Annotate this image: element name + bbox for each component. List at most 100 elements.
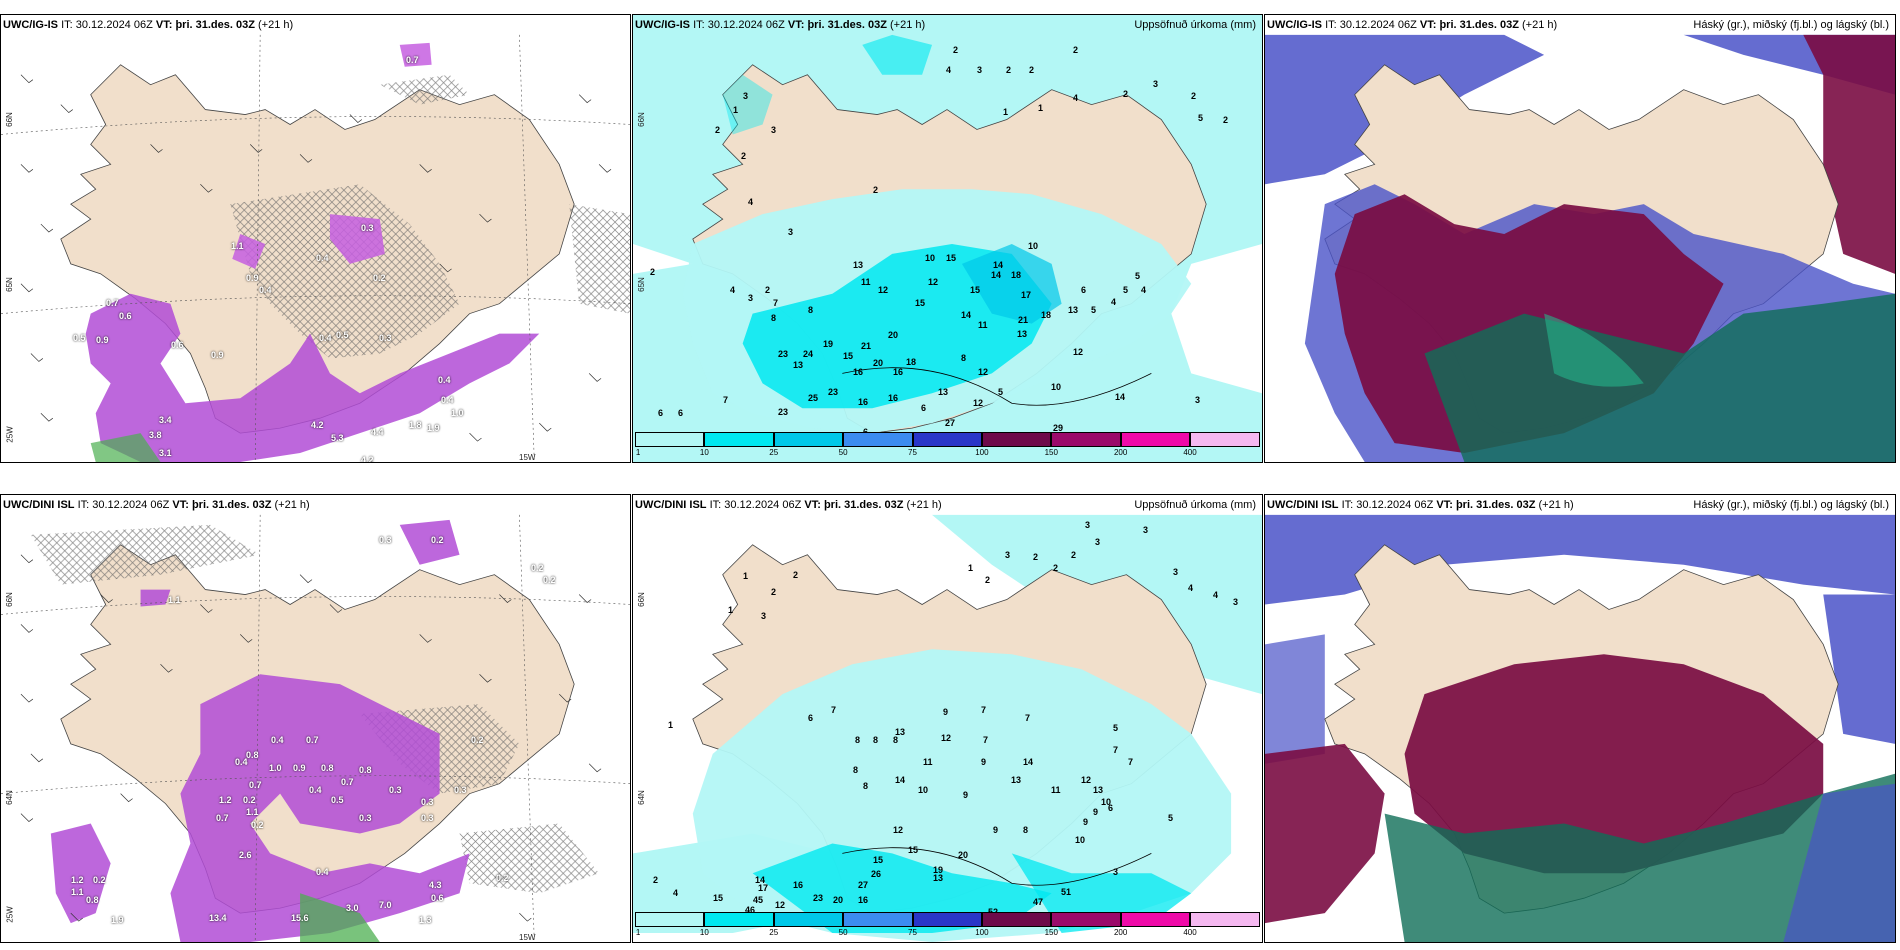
colorbar-segment xyxy=(981,432,1052,447)
precip-value: 11 xyxy=(1051,785,1061,795)
precip-value: 2 xyxy=(771,587,777,597)
precip-value: 2 xyxy=(650,267,656,277)
snow-value: 0.7 xyxy=(249,780,262,790)
snow-value: 1.2 xyxy=(219,795,232,805)
panel-header: UWC/IG-IS IT: 30.12.2024 06Z VT: þri. 31… xyxy=(3,19,294,31)
precip-value: 7 xyxy=(773,298,779,308)
precip-value: 14 xyxy=(895,775,906,785)
precip-value: 5 xyxy=(1168,813,1174,823)
panel-title: Uppsöfnuð úrkoma (mm) xyxy=(1134,19,1256,31)
precip-value: 12 xyxy=(878,285,889,295)
snow-value: 0.4 xyxy=(316,867,329,877)
cloud-map xyxy=(1265,15,1895,462)
precip-value: 5 xyxy=(1198,113,1204,123)
precip-value: 26 xyxy=(871,869,882,879)
precip-value: 5 xyxy=(998,387,1004,397)
colorbar-segment xyxy=(704,912,774,927)
colorbar-segment xyxy=(981,912,1052,927)
precip-value: 20 xyxy=(888,330,899,340)
precip-value: 2 xyxy=(1223,115,1229,125)
snow-value: 3.0 xyxy=(346,903,359,913)
precip-value: 8 xyxy=(873,735,879,745)
snow-value: 0.7 xyxy=(406,55,419,65)
precip-value: 16 xyxy=(793,880,804,890)
snow-value: 0.3 xyxy=(421,813,434,823)
precip-value: 3 xyxy=(771,125,777,135)
snow-value: 0.5 xyxy=(331,795,344,805)
snow-value: 0.5 xyxy=(73,333,86,343)
precip-value: 9 xyxy=(993,825,999,835)
precip-value: 16 xyxy=(888,393,899,403)
precip-value: 7 xyxy=(1113,745,1119,755)
precip-value: 20 xyxy=(873,358,884,368)
lat-label-66n: 66N xyxy=(636,112,646,127)
snow-value: 0.2 xyxy=(531,563,544,573)
colorbar-tick: 150 xyxy=(1044,448,1058,457)
snow-value: 3.1 xyxy=(159,448,172,458)
colorbar-segment xyxy=(773,912,844,927)
snow-value: 4.3 xyxy=(429,880,442,890)
precip-value: 16 xyxy=(853,367,864,377)
snow-value: 0.2 xyxy=(543,575,556,585)
precip-value: 10 xyxy=(1028,241,1039,251)
precip-value: 3 xyxy=(1195,395,1201,405)
precip-value: 4 xyxy=(1073,93,1079,103)
snow-value: 0.3 xyxy=(389,785,402,795)
precip-value: 8 xyxy=(893,735,899,745)
precip-value: 45 xyxy=(753,895,764,905)
panel-dini-isl-clouds: UWC/DINI ISL IT: 30.12.2024 06Z VT: þri.… xyxy=(1264,494,1896,943)
precip-colorbar: 1 10 25 50 75 100 150 200 400 xyxy=(635,432,1260,458)
precip-value: 14 xyxy=(755,875,766,885)
precip-value: 8 xyxy=(855,735,861,745)
colorbar-segment xyxy=(843,912,913,927)
precip-value: 7 xyxy=(1128,757,1134,767)
precip-value: 2 xyxy=(1073,45,1079,55)
precip-value: 3 xyxy=(1143,525,1149,535)
snow-value: 0.2 xyxy=(93,875,106,885)
panel-header: UWC/IG-IS IT: 30.12.2024 06Z VT: þri. 31… xyxy=(1267,19,1889,31)
colorbar-tick: 150 xyxy=(1044,928,1058,937)
snow-value: 0.2 xyxy=(471,735,484,745)
snow-value: 0.6 xyxy=(119,311,132,321)
precip-value: 4 xyxy=(1213,590,1219,600)
precip-value: 10 xyxy=(918,785,929,795)
snow-value: 0.7 xyxy=(106,298,119,308)
snow-value: 0.9 xyxy=(246,273,259,283)
precip-value: 7 xyxy=(981,705,987,715)
precip-value: 2 xyxy=(653,875,659,885)
precip-value: 20 xyxy=(958,850,969,860)
precip-value: 2 xyxy=(1033,552,1039,562)
precip-value: 9 xyxy=(981,757,987,767)
snow-value: 0.3 xyxy=(454,785,467,795)
snow-value: 0.3 xyxy=(361,223,374,233)
precip-value: 2 xyxy=(1071,550,1077,560)
snow-value: 0.6 xyxy=(171,340,184,350)
precip-value: 1 xyxy=(728,605,734,615)
snow-value: 0.5 xyxy=(336,330,349,340)
precip-value: 3 xyxy=(1173,567,1179,577)
snow-value: 1.1 xyxy=(71,887,84,897)
precip-value: 15 xyxy=(873,855,884,865)
precip-value: 15 xyxy=(915,298,926,308)
precip-value: 2 xyxy=(741,151,747,161)
precip-value: 51 xyxy=(1061,887,1072,897)
panel-ig-is-clouds: UWC/IG-IS IT: 30.12.2024 06Z VT: þri. 31… xyxy=(1264,14,1896,463)
precip-value: 1 xyxy=(733,105,739,115)
precip-colorbar: 1 10 25 50 75 100 150 200 400 xyxy=(635,912,1260,938)
precip-value: 14 xyxy=(961,310,972,320)
colorbar-segment xyxy=(1190,432,1260,447)
precip-value: 4 xyxy=(1111,297,1117,307)
precip-value: 13 xyxy=(938,387,949,397)
precip-value: 6 xyxy=(678,408,684,418)
precip-value: 7 xyxy=(831,705,837,715)
precip-value: 11 xyxy=(923,757,933,767)
precip-value: 15 xyxy=(713,893,724,903)
precip-value: 13 xyxy=(1093,785,1104,795)
lat-label-66n: 66N xyxy=(4,592,14,607)
precip-value: 15 xyxy=(970,285,981,295)
snow-value: 4.2 xyxy=(311,420,324,430)
precip-value: 3 xyxy=(1005,550,1011,560)
precip-value: 27 xyxy=(858,880,869,890)
colorbar-segment xyxy=(843,432,913,447)
precip-value: 6 xyxy=(658,408,664,418)
